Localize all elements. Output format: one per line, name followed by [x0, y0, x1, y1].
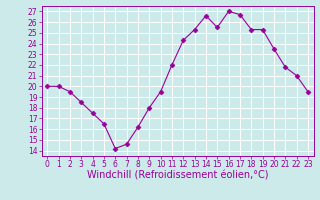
X-axis label: Windchill (Refroidissement éolien,°C): Windchill (Refroidissement éolien,°C)	[87, 171, 268, 181]
